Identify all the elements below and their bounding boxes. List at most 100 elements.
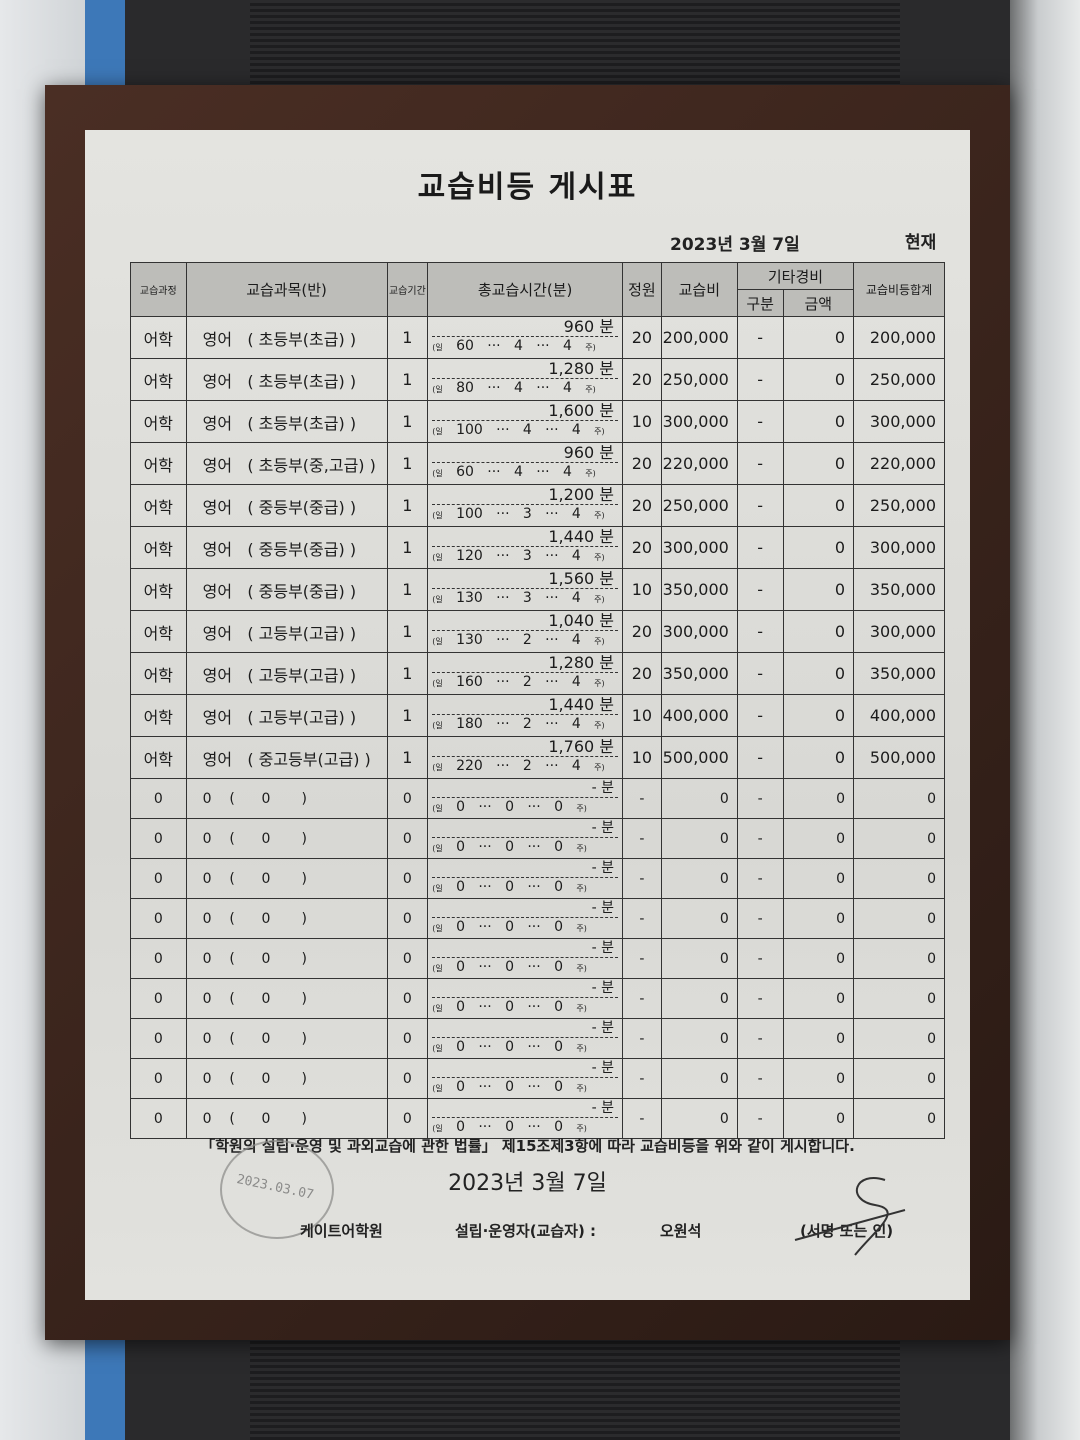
fee-cell: 220,000 bbox=[660, 442, 738, 485]
capacity-cell: 20 bbox=[622, 484, 662, 527]
other-type-cell: - bbox=[736, 858, 784, 899]
minute-unit: 분 bbox=[599, 653, 615, 672]
other-amount-cell: 0 bbox=[782, 568, 855, 611]
time-breakdown: (일 60 ··· 4 ··· 4 주) bbox=[432, 337, 618, 357]
total-time-cell: 1,600 분 (일 100 ··· 4 ··· 4 주) bbox=[427, 400, 624, 443]
days-per-week: 4 bbox=[513, 338, 523, 354]
fee-cell: 0 bbox=[660, 978, 738, 1019]
total-cell: 350,000 bbox=[853, 652, 945, 695]
time-breakdown: (일 80 ··· 4 ··· 4 주) bbox=[432, 379, 618, 399]
day-unit: (일 bbox=[432, 511, 443, 520]
subject-cell: 0 ( 0 ) bbox=[185, 778, 388, 819]
minute-unit: 분 bbox=[599, 443, 615, 462]
period-cell: 0 bbox=[386, 1018, 429, 1059]
week-unit: 주) bbox=[585, 343, 596, 352]
subject-cell: 영어 ( 초등부(초급) ) bbox=[185, 400, 388, 443]
header-total-time: 총교습시간(분) bbox=[427, 262, 624, 317]
time-breakdown: (일 120 ··· 3 ··· 4 주) bbox=[432, 547, 618, 567]
tuition-table: 교습과정 교습과목(반) 교습기간 총교습시간(분) 정원 교습비 기타경비 교… bbox=[130, 262, 945, 1139]
separator: ··· bbox=[527, 839, 541, 855]
time-breakdown: (일 0 ··· 0 ··· 0 주) bbox=[432, 958, 618, 978]
total-minutes: - 분 bbox=[432, 819, 619, 838]
table-row: 어학 영어 ( 초등부(중,고급) ) 1 960 분 (일 60 ··· 4 ··· … bbox=[130, 442, 945, 485]
minutes-value: 1,760 bbox=[548, 737, 595, 756]
notice-sheet: 교습비등 게시표 2023년 3월 7일 현재 교습과정 교습과목(반) 교습기… bbox=[85, 130, 970, 1300]
days-per-week: 2 bbox=[522, 632, 532, 648]
minute-unit: 분 bbox=[599, 695, 615, 714]
days-per-week: 2 bbox=[522, 674, 532, 690]
fee-cell: 0 bbox=[660, 1058, 738, 1099]
minutes-value: 1,040 bbox=[548, 611, 595, 630]
minute-unit: 분 bbox=[599, 737, 615, 756]
period-cell: 1 bbox=[386, 400, 429, 443]
capacity-cell: 20 bbox=[622, 610, 662, 653]
time-breakdown: (일 0 ··· 0 ··· 0 주) bbox=[432, 1078, 618, 1098]
total-minutes: 1,760 분 bbox=[432, 737, 619, 757]
other-amount-cell: 0 bbox=[782, 358, 855, 401]
week-unit: 주) bbox=[576, 844, 587, 853]
period-cell: 0 bbox=[386, 778, 429, 819]
subject-cell: 0 ( 0 ) bbox=[185, 1018, 388, 1059]
capacity-cell: 20 bbox=[622, 316, 662, 359]
total-minutes: - 분 bbox=[432, 899, 619, 918]
separator: ··· bbox=[545, 632, 559, 648]
week-unit: 주) bbox=[576, 804, 587, 813]
period-cell: 1 bbox=[386, 652, 429, 695]
subject-cell: 0 ( 0 ) bbox=[185, 818, 388, 859]
other-amount-cell: 0 bbox=[782, 610, 855, 653]
other-amount-cell: 0 bbox=[782, 694, 855, 737]
separator: ··· bbox=[545, 590, 559, 606]
other-type-cell: - bbox=[736, 442, 784, 485]
capacity-cell: 20 bbox=[622, 652, 662, 695]
notice-date: 2023년 3월 7일 bbox=[670, 235, 800, 255]
table-row: 어학 영어 ( 초등부(초급) ) 1 1,280 분 (일 80 ··· 4 ··· … bbox=[130, 358, 945, 401]
weeks: 4 bbox=[571, 632, 581, 648]
days-per-week: 2 bbox=[522, 758, 532, 774]
total-cell: 250,000 bbox=[853, 358, 945, 401]
weeks: 0 bbox=[554, 959, 563, 975]
background-pillar bbox=[1010, 0, 1080, 1440]
header-subject: 교습과목(반) bbox=[185, 262, 388, 317]
total-time-cell: - 분 (일 0 ··· 0 ··· 0 주) bbox=[427, 818, 624, 859]
week-unit: 주) bbox=[594, 763, 605, 772]
period-cell: 0 bbox=[386, 898, 429, 939]
week-unit: 주) bbox=[585, 385, 596, 394]
days-per-week: 3 bbox=[522, 506, 532, 522]
separator: ··· bbox=[527, 1079, 541, 1095]
week-unit: 주) bbox=[576, 884, 587, 893]
separator: ··· bbox=[478, 999, 492, 1015]
week-unit: 주) bbox=[576, 1124, 587, 1133]
day-unit: (일 bbox=[432, 884, 443, 893]
weeks: 4 bbox=[562, 338, 572, 354]
day-unit: (일 bbox=[432, 721, 443, 730]
separator: ··· bbox=[496, 506, 510, 522]
day-unit: (일 bbox=[432, 469, 443, 478]
table-row: 어학 영어 ( 초등부(초급) ) 1 1,600 분 (일 100 ··· 4 ···… bbox=[130, 400, 945, 443]
capacity-cell: - bbox=[622, 938, 662, 979]
total-minutes: 1,040 분 bbox=[432, 611, 619, 631]
minutes-per-day: 0 bbox=[456, 1079, 465, 1095]
day-unit: (일 bbox=[432, 1044, 443, 1053]
day-unit: (일 bbox=[432, 804, 443, 813]
days-per-week: 0 bbox=[505, 839, 514, 855]
weeks: 0 bbox=[554, 999, 563, 1015]
day-unit: (일 bbox=[432, 427, 443, 436]
subject-cell: 영어 ( 초등부(초급) ) bbox=[185, 358, 388, 401]
total-minutes: - 분 bbox=[432, 1019, 619, 1038]
total-time-cell: 960 분 (일 60 ··· 4 ··· 4 주) bbox=[427, 442, 624, 485]
course-cell: 어학 bbox=[130, 400, 187, 443]
minutes-per-day: 130 bbox=[456, 590, 483, 606]
header-other-type: 구분 bbox=[736, 289, 784, 317]
days-per-week: 0 bbox=[505, 1079, 514, 1095]
course-cell: 0 bbox=[130, 1098, 187, 1139]
other-type-cell: - bbox=[736, 400, 784, 443]
days-per-week: 3 bbox=[522, 548, 532, 564]
period-cell: 0 bbox=[386, 1058, 429, 1099]
period-cell: 1 bbox=[386, 484, 429, 527]
course-cell: 어학 bbox=[130, 484, 187, 527]
total-cell: 350,000 bbox=[853, 568, 945, 611]
course-cell: 0 bbox=[130, 938, 187, 979]
minutes-value: - bbox=[591, 860, 597, 876]
